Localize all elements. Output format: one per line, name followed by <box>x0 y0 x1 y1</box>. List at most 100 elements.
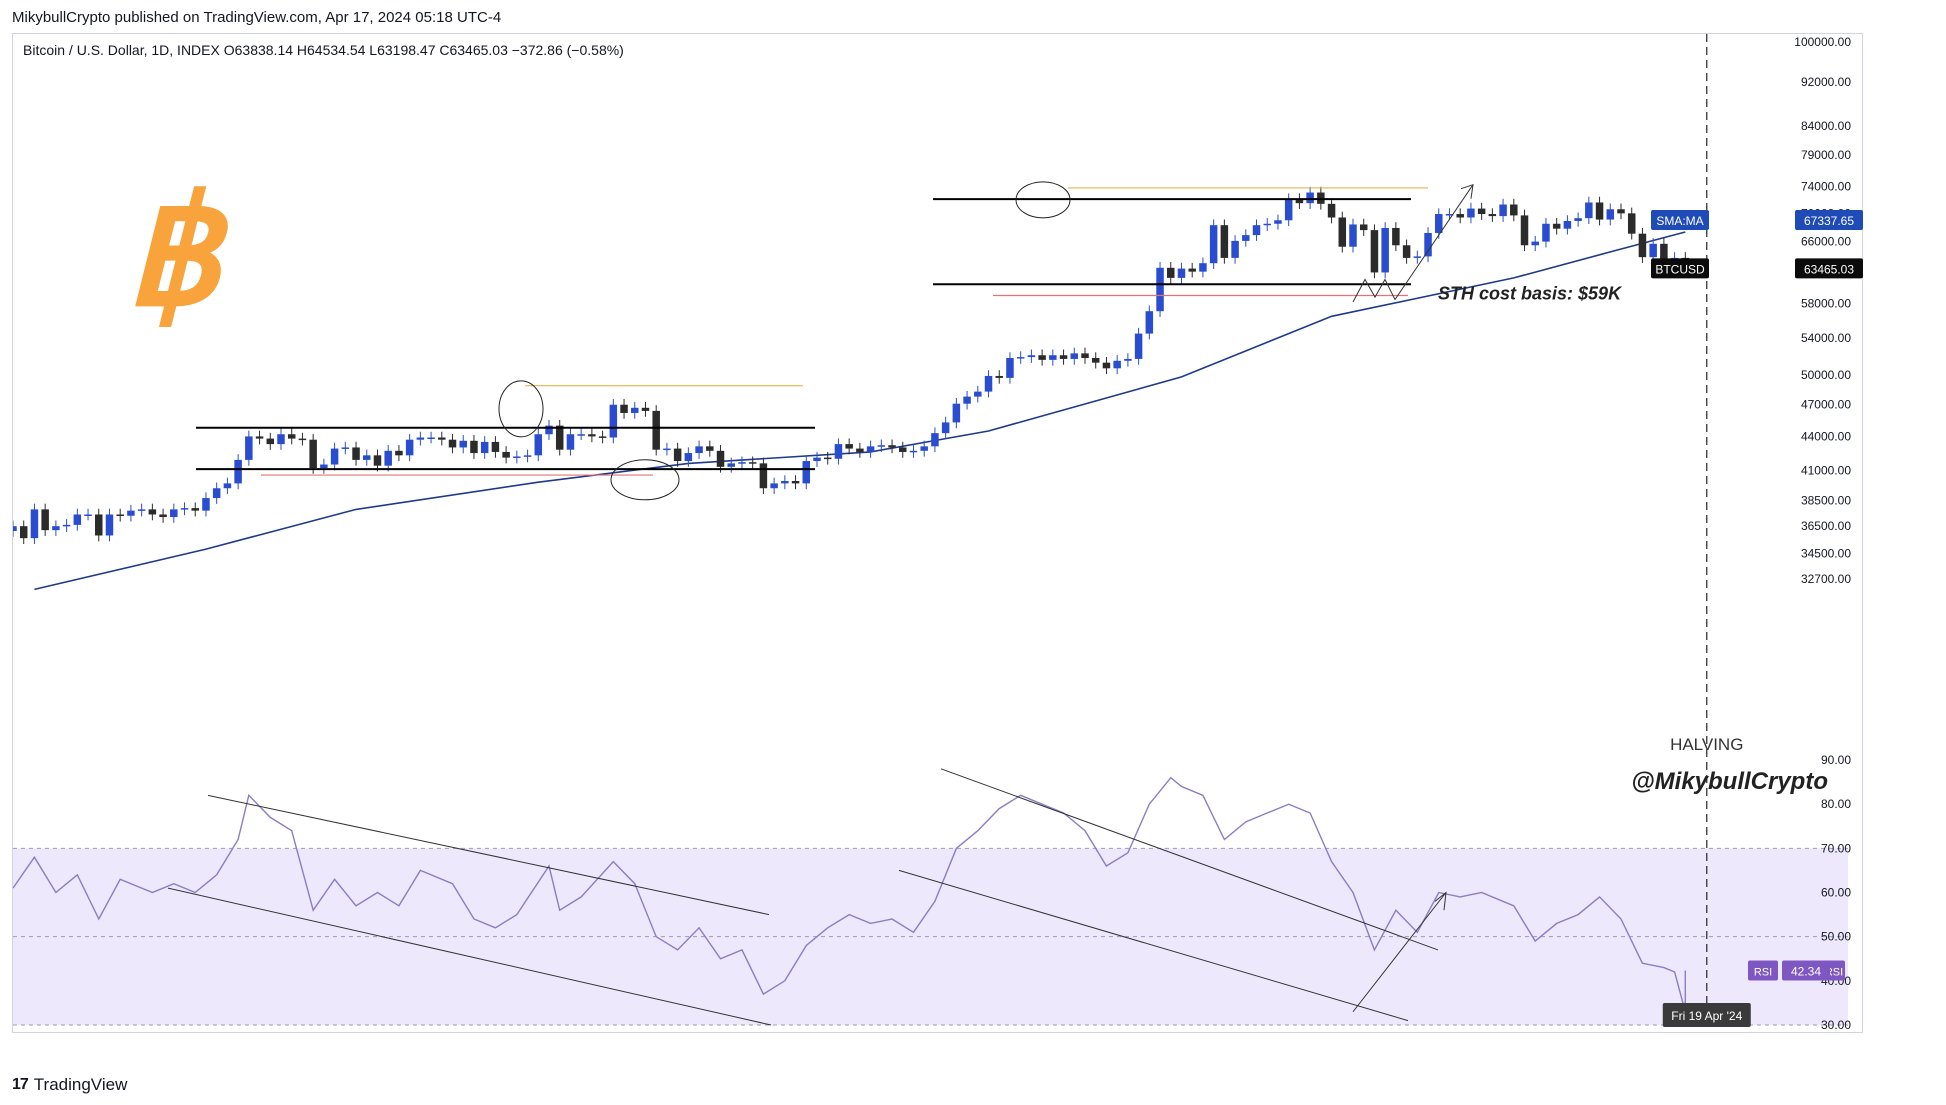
sth-cost-basis-label: STH cost basis: $59K <box>1438 283 1623 303</box>
candle <box>866 446 875 452</box>
candle <box>41 509 49 531</box>
candle <box>652 410 660 450</box>
rsi-channel-2-bottom <box>898 869 1409 1022</box>
candle <box>1510 204 1518 216</box>
tradingview-logo-icon: 17 <box>12 1076 29 1093</box>
candle <box>1381 227 1389 273</box>
candle <box>1113 360 1121 369</box>
candle <box>191 508 199 511</box>
candle <box>920 446 928 451</box>
candle <box>1402 245 1411 258</box>
candle <box>791 480 800 484</box>
candle <box>309 439 317 468</box>
rsi-axis-tick: 30.00 <box>1821 1018 1851 1032</box>
price-axis-tick: 44000.00 <box>1801 429 1851 443</box>
candle <box>1638 233 1647 258</box>
rsi-tag-value-bg <box>1782 960 1830 981</box>
price-axis-tick: 41000.00 <box>1801 463 1851 477</box>
projection-arrowhead <box>1460 183 1474 199</box>
chart-canvas[interactable]: 100000.00 92000.00 84000.00 79000.00 74000.0… <box>13 34 1864 1034</box>
candle <box>84 514 92 516</box>
candle <box>834 444 843 459</box>
candle <box>62 524 71 527</box>
candle <box>448 439 457 448</box>
candle <box>1520 215 1529 246</box>
candle <box>427 437 435 440</box>
candle <box>1231 240 1239 258</box>
candle <box>255 436 264 439</box>
bottom-ellipse-1 <box>610 459 680 501</box>
candle <box>673 448 682 462</box>
candle <box>1124 358 1132 361</box>
candle <box>116 514 124 516</box>
candle <box>277 434 285 445</box>
candle <box>1274 220 1282 224</box>
candle <box>1435 214 1443 233</box>
candle <box>148 509 157 515</box>
cursor-date-label: Fri 19 Apr '24 <box>1671 1009 1742 1023</box>
halving-label: HALVING <box>1670 735 1743 754</box>
candle <box>363 455 371 460</box>
candle <box>1252 225 1261 236</box>
price-axis-tick: 58000.00 <box>1801 297 1851 311</box>
candle <box>1413 256 1422 258</box>
candle <box>770 483 778 489</box>
candle <box>1209 225 1218 264</box>
rsi-axis-tick: 60.00 <box>1821 886 1851 900</box>
candle <box>470 440 478 454</box>
candle <box>1145 311 1154 334</box>
candle <box>1606 209 1615 220</box>
candle <box>566 434 575 450</box>
candle <box>137 509 146 511</box>
candle <box>1167 267 1175 278</box>
candle <box>1595 202 1604 220</box>
candle <box>706 446 714 451</box>
chart-frame[interactable]: 100000.00 92000.00 84000.00 79000.00 74000.0… <box>12 33 1863 1033</box>
rsi-line <box>13 776 1686 1012</box>
candle <box>1059 355 1068 359</box>
candle <box>588 434 596 437</box>
candle <box>802 461 811 484</box>
btc-price-tag-label-bg <box>1651 258 1709 279</box>
candle <box>609 404 618 438</box>
candle <box>1542 223 1550 242</box>
watermark: @MikybullCrypto <box>1631 768 1828 795</box>
price-axis-tick: 92000.00 <box>1801 75 1851 89</box>
candle <box>170 509 178 518</box>
price-axis-tick: 32700.00 <box>1801 572 1851 586</box>
candle <box>491 441 500 452</box>
candle <box>748 462 757 464</box>
top-ellipse-1 <box>498 380 544 438</box>
candle <box>877 445 886 447</box>
sma-tag-value-bg <box>1795 209 1863 230</box>
candle <box>1617 209 1625 214</box>
candle <box>738 462 746 464</box>
candle <box>1038 355 1046 360</box>
candle <box>1370 230 1379 273</box>
candle <box>1477 208 1486 215</box>
candle <box>1177 268 1186 278</box>
candle <box>287 434 296 439</box>
candle <box>1445 214 1454 216</box>
rsi-channel-1-bottom <box>167 887 772 1026</box>
candle <box>995 375 1003 378</box>
sma-tag-label: SMA:MA <box>1656 214 1703 228</box>
footer-brand[interactable]: TradingView <box>33 1075 128 1094</box>
candle <box>1660 243 1668 261</box>
candle <box>631 407 639 413</box>
rsi-projection-arrow <box>1352 891 1447 1013</box>
candle <box>1552 223 1561 229</box>
candle <box>620 404 628 413</box>
candle <box>234 459 242 484</box>
candle <box>534 434 543 456</box>
candle <box>984 375 993 392</box>
candle <box>52 526 60 531</box>
candle <box>813 457 821 462</box>
candle <box>30 509 39 539</box>
candle <box>1156 267 1164 312</box>
candle <box>223 483 232 489</box>
top-ellipse-2 <box>1015 181 1071 219</box>
price-axis-tick: 47000.00 <box>1801 398 1851 412</box>
candle <box>1531 241 1539 246</box>
price-axis-tick: 79000.00 <box>1801 148 1851 162</box>
